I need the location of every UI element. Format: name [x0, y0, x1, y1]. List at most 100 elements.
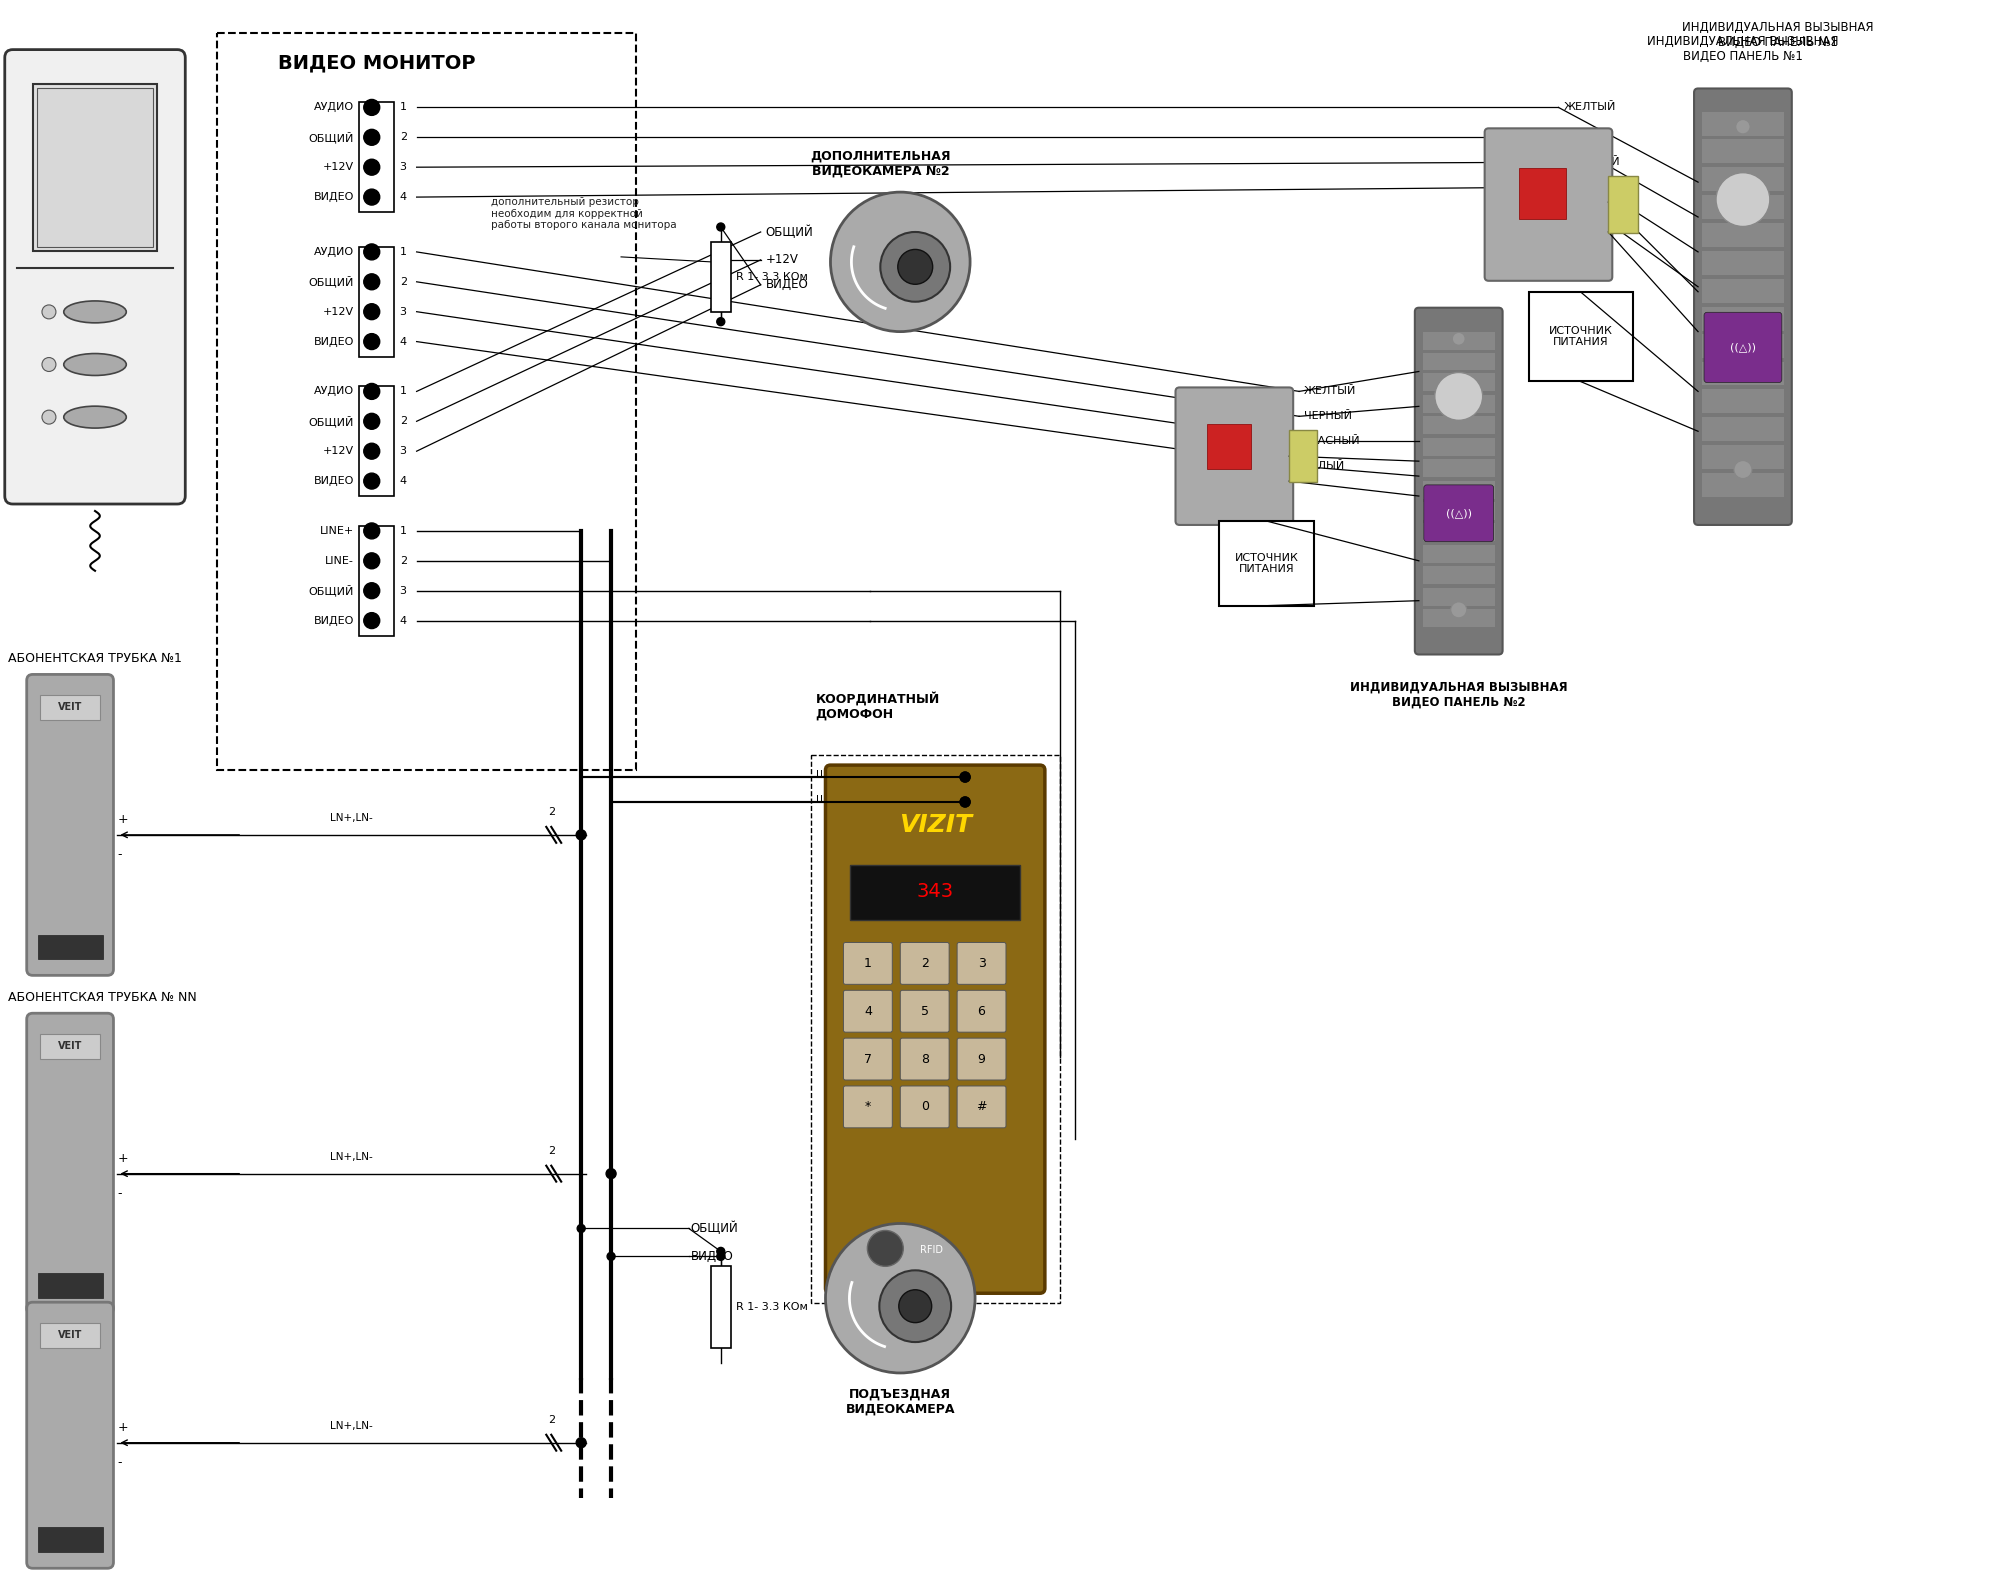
- Text: 2: 2: [548, 1415, 554, 1424]
- Circle shape: [880, 1270, 952, 1342]
- Bar: [40, 1034, 100, 1059]
- Bar: [1702, 445, 1784, 468]
- Bar: [1518, 168, 1566, 219]
- Circle shape: [1450, 602, 1466, 618]
- Text: 4: 4: [864, 1005, 872, 1018]
- Circle shape: [364, 583, 380, 599]
- FancyBboxPatch shape: [900, 991, 950, 1032]
- Circle shape: [608, 1253, 616, 1261]
- Circle shape: [42, 410, 56, 424]
- Text: 5: 5: [920, 1005, 928, 1018]
- Text: АУДИО: АУДИО: [314, 102, 354, 113]
- Circle shape: [364, 413, 380, 429]
- Bar: [40, 1323, 100, 1348]
- Circle shape: [364, 613, 380, 629]
- Text: 2: 2: [548, 1145, 554, 1156]
- Text: VIZIT: VIZIT: [898, 813, 972, 837]
- Ellipse shape: [64, 407, 126, 429]
- Text: ВИДЕО: ВИДЕО: [766, 278, 808, 291]
- Text: ОБЩИЙ: ОБЩИЙ: [308, 416, 354, 427]
- Circle shape: [960, 772, 970, 781]
- Circle shape: [364, 443, 380, 459]
- FancyBboxPatch shape: [1414, 308, 1502, 654]
- Circle shape: [364, 189, 380, 205]
- Text: 3: 3: [400, 162, 406, 172]
- Circle shape: [716, 1253, 724, 1261]
- Bar: [358, 246, 394, 357]
- Text: VEIT: VEIT: [58, 702, 82, 713]
- Bar: [850, 865, 1020, 919]
- Circle shape: [868, 1231, 904, 1266]
- Bar: [1422, 459, 1494, 476]
- Circle shape: [898, 249, 932, 284]
- Bar: [1702, 140, 1784, 164]
- Text: 1: 1: [400, 246, 406, 257]
- Text: 2: 2: [548, 807, 554, 816]
- Bar: [1220, 521, 1314, 605]
- Text: R 1- 3.3 КОм: R 1- 3.3 КОм: [736, 1302, 808, 1312]
- Text: ШИНА ДЕСЯТКОВ: ШИНА ДЕСЯТКОВ: [816, 796, 910, 805]
- Bar: [810, 756, 1060, 1304]
- FancyBboxPatch shape: [958, 1086, 1006, 1127]
- Text: #: #: [976, 1100, 986, 1113]
- Text: ВИДЕО: ВИДЕО: [690, 1250, 734, 1262]
- Bar: [1702, 222, 1784, 246]
- Text: ((△)): ((△)): [1730, 343, 1756, 353]
- Circle shape: [364, 522, 380, 538]
- Circle shape: [830, 192, 970, 332]
- Text: ОБЩИЙ: ОБЩИЙ: [308, 276, 354, 287]
- Text: БЕЛЫЙ: БЕЛЫЙ: [1304, 461, 1346, 472]
- Text: LINE-: LINE-: [324, 556, 354, 565]
- FancyBboxPatch shape: [1704, 313, 1782, 383]
- Bar: [38, 1274, 102, 1299]
- Bar: [1206, 424, 1250, 468]
- FancyBboxPatch shape: [844, 943, 892, 985]
- FancyBboxPatch shape: [1694, 89, 1792, 526]
- Circle shape: [364, 129, 380, 145]
- Circle shape: [578, 1224, 586, 1232]
- Text: ШИНА ЕДИНИЦ: ШИНА ЕДИНИЦ: [816, 770, 898, 780]
- Text: ВИДЕО: ВИДЕО: [314, 192, 354, 202]
- FancyBboxPatch shape: [1484, 129, 1612, 281]
- Text: АБОНЕНТСКАЯ ТРУБКА №1: АБОНЕНТСКАЯ ТРУБКА №1: [8, 653, 182, 665]
- Text: 7: 7: [864, 1053, 872, 1066]
- Text: *: *: [864, 1100, 870, 1113]
- Text: ДОПОЛНИТЕЛЬНАЯ
ВИДЕОКАМЕРА №2: ДОПОЛНИТЕЛЬНАЯ ВИДЕОКАМЕРА №2: [810, 149, 950, 178]
- FancyBboxPatch shape: [1424, 484, 1494, 542]
- FancyBboxPatch shape: [826, 765, 1044, 1293]
- Circle shape: [960, 797, 970, 807]
- FancyBboxPatch shape: [844, 991, 892, 1032]
- Text: +12V: +12V: [766, 254, 798, 267]
- Circle shape: [1452, 332, 1466, 345]
- Circle shape: [364, 100, 380, 116]
- Ellipse shape: [64, 354, 126, 375]
- Circle shape: [42, 357, 56, 372]
- Text: +12V: +12V: [322, 162, 354, 172]
- Text: ИСТОЧНИК
ПИТАНИЯ: ИСТОЧНИК ПИТАНИЯ: [1548, 326, 1612, 348]
- Text: 1: 1: [864, 958, 872, 970]
- Text: 2: 2: [400, 132, 406, 143]
- Bar: [218, 33, 636, 770]
- Bar: [1528, 292, 1634, 381]
- FancyBboxPatch shape: [26, 675, 114, 975]
- Text: ЖЕЛТЫЙ: ЖЕЛТЫЙ: [1304, 386, 1356, 397]
- Text: 2: 2: [400, 276, 406, 287]
- Bar: [34, 84, 156, 251]
- Text: LN+,LN-: LN+,LN-: [330, 1151, 374, 1162]
- Bar: [38, 934, 102, 959]
- Bar: [710, 1266, 730, 1348]
- Text: 1: 1: [400, 102, 406, 113]
- Text: 4: 4: [400, 616, 406, 626]
- Text: +: +: [118, 1421, 128, 1434]
- Bar: [1422, 438, 1494, 456]
- Circle shape: [364, 473, 380, 489]
- Bar: [1422, 395, 1494, 413]
- Bar: [358, 386, 394, 495]
- Text: БЕЛЫЙ: БЕЛЫЙ: [1564, 183, 1604, 192]
- FancyBboxPatch shape: [844, 1086, 892, 1127]
- Text: -: -: [118, 1456, 122, 1469]
- Text: дополнительный резистор
необходим для корректной
работы второго канала монитора: дополнительный резистор необходим для ко…: [492, 197, 678, 230]
- Text: 8: 8: [920, 1053, 928, 1066]
- Bar: [358, 103, 394, 213]
- Text: 1: 1: [400, 386, 406, 397]
